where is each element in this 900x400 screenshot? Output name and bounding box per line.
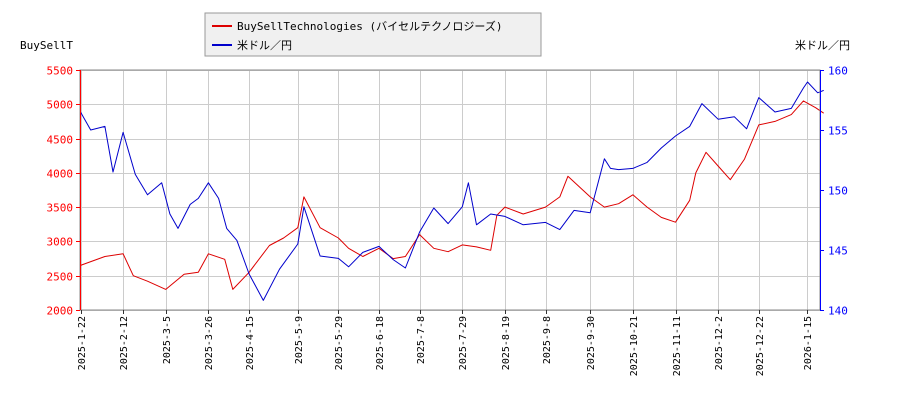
series-layer	[80, 81, 824, 301]
x-tick-label: 2025-12-22	[755, 316, 766, 376]
left-tick-label: 3500	[47, 202, 74, 215]
right-tick-label: 155	[828, 125, 848, 138]
left-tick-label: 4500	[47, 134, 74, 147]
right-tick-label: 160	[828, 65, 848, 78]
right-axis-ticks: 140 145 150 155 160	[820, 65, 848, 318]
legend-label-buysell: BuySellTechnologies (バイセルテクノロジーズ)	[237, 19, 503, 33]
x-tick-label: 2025-5-9	[294, 316, 305, 364]
left-tick-label: 3000	[47, 236, 74, 249]
left-tick-label: 2000	[47, 305, 74, 318]
x-tick-label: 2026-1-15	[803, 316, 814, 370]
x-tick-label: 2025-3-5	[162, 316, 173, 364]
left-axis-ticks: 2000 2500 3000 3500 4000 4500 5000 5500	[47, 65, 80, 318]
x-tick-label: 2025-2-12	[119, 316, 130, 370]
legend-label-usdjpy: 米ドル／円	[237, 39, 292, 52]
right-axis-label: 米ドル／円	[795, 39, 850, 52]
x-tick-label: 2025-9-8	[542, 316, 553, 364]
x-tick-label: 2025-1-22	[77, 316, 88, 370]
legend-box	[204, 12, 542, 57]
series-line-buysell	[80, 100, 824, 290]
right-tick-label: 145	[828, 245, 848, 258]
x-tick-label: 2025-3-26	[204, 316, 215, 370]
left-tick-label: 2500	[47, 271, 74, 284]
left-tick-label: 5000	[47, 99, 74, 112]
left-tick-label: 4000	[47, 168, 74, 181]
left-tick-label: 5500	[47, 65, 74, 78]
right-tick-label: 140	[828, 305, 848, 318]
x-axis-ticks: 2025-1-22 2025-2-12 2025-3-5 2025-3-26 2025-…	[77, 310, 814, 376]
x-tick-label: 2025-6-18	[375, 316, 386, 370]
x-tick-label: 2025-11-11	[672, 316, 683, 376]
x-tick-label: 2025-12-2	[714, 316, 725, 370]
x-tick-label: 2025-7-29	[458, 316, 469, 370]
x-tick-label: 2025-10-21	[629, 316, 640, 376]
series-line-usdjpy	[80, 81, 824, 301]
x-tick-label: 2025-5-29	[334, 316, 345, 370]
x-tick-label: 2025-8-19	[501, 316, 512, 370]
legend: BuySellTechnologies (バイセルテクノロジーズ) 米ドル／円	[204, 12, 542, 57]
right-tick-label: 150	[828, 185, 848, 198]
x-tick-label: 2025-4-15	[245, 316, 256, 370]
x-tick-label: 2025-9-30	[586, 316, 597, 370]
x-tick-label: 2025-7-8	[416, 316, 427, 364]
left-axis-label: BuySellT	[20, 39, 73, 52]
